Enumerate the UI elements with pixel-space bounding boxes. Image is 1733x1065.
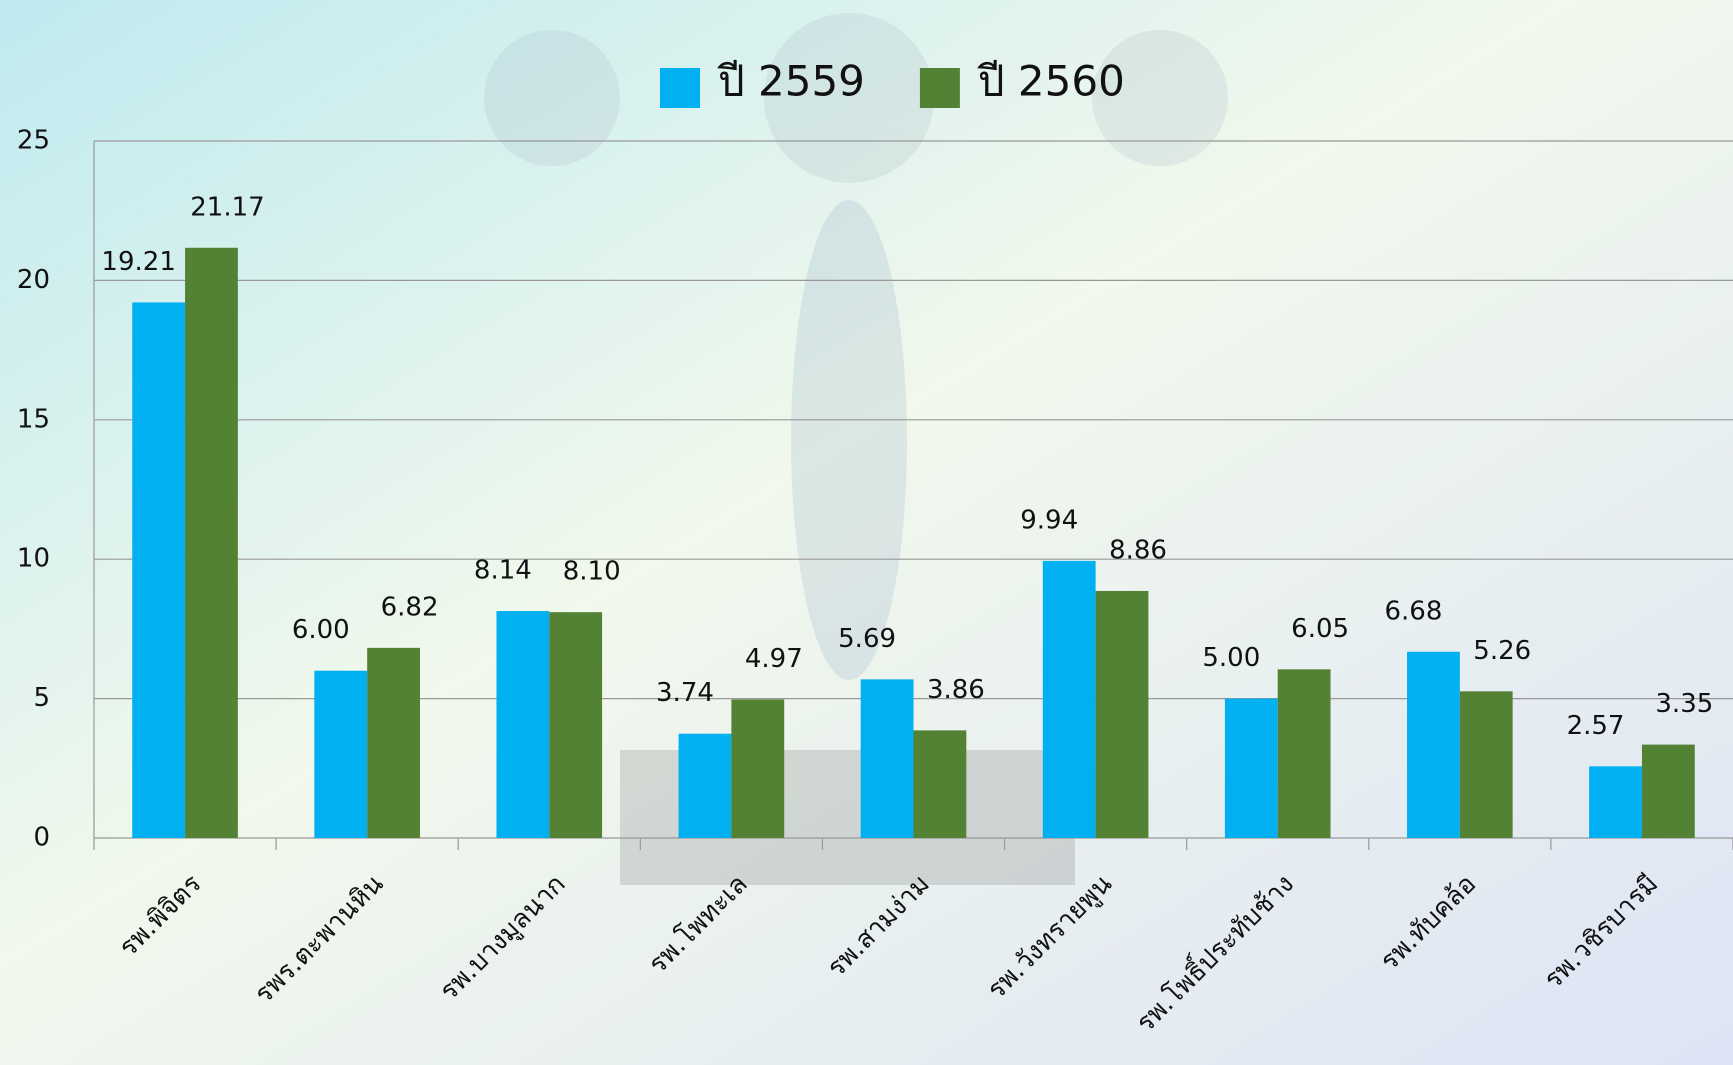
bar xyxy=(1042,560,1096,838)
legend-label: ปี 2560 xyxy=(976,57,1124,106)
data-label: 6.00 xyxy=(292,615,350,645)
data-label: 21.17 xyxy=(190,192,264,222)
bar xyxy=(1589,766,1642,838)
bar xyxy=(496,611,550,838)
data-label: 2.57 xyxy=(1567,711,1625,741)
data-label: 3.74 xyxy=(656,678,714,708)
data-label: 4.97 xyxy=(745,644,803,674)
y-tick-label: 10 xyxy=(17,544,50,574)
bar xyxy=(1095,590,1149,838)
bar xyxy=(314,670,368,838)
legend-swatch xyxy=(660,68,700,108)
data-label: 5.69 xyxy=(838,624,896,654)
data-label: 3.86 xyxy=(927,675,985,705)
data-label: 5.26 xyxy=(1473,636,1531,666)
bar xyxy=(549,612,603,838)
y-tick-label: 0 xyxy=(33,823,50,853)
y-tick-label: 25 xyxy=(17,126,50,156)
y-tick-label: 20 xyxy=(17,265,50,295)
y-tick-label: 5 xyxy=(33,683,50,713)
bar xyxy=(678,733,732,838)
data-label: 6.68 xyxy=(1384,596,1442,626)
bar xyxy=(913,730,967,838)
bar xyxy=(1407,651,1460,838)
data-label: 6.82 xyxy=(381,592,439,622)
bar xyxy=(1459,691,1513,838)
data-label: 8.14 xyxy=(474,556,532,586)
bar xyxy=(731,699,785,838)
data-label: 3.35 xyxy=(1655,689,1713,719)
bar xyxy=(1277,669,1331,838)
data-label: 8.86 xyxy=(1109,535,1167,565)
bar xyxy=(367,647,420,838)
bar xyxy=(1224,698,1278,838)
y-tick-label: 15 xyxy=(17,404,50,434)
data-label: 19.21 xyxy=(101,247,175,277)
bar xyxy=(1641,744,1695,838)
bar xyxy=(185,247,238,838)
data-label: 9.94 xyxy=(1020,505,1078,535)
bar xyxy=(132,302,186,839)
legend-swatch xyxy=(919,68,960,108)
legend-label: ปี 2559 xyxy=(717,57,865,106)
data-label: 5.00 xyxy=(1202,643,1260,673)
data-label: 8.10 xyxy=(563,557,621,587)
data-label: 6.05 xyxy=(1291,614,1349,644)
bar xyxy=(860,679,914,838)
